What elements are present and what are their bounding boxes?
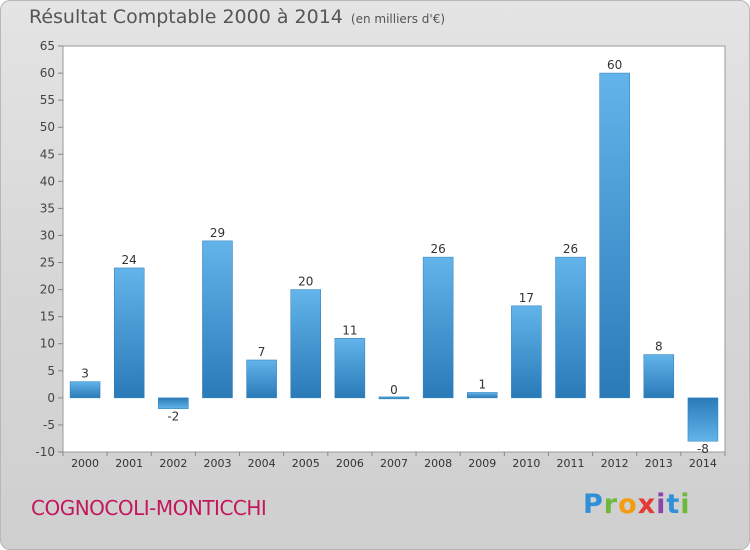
- y-tick-label: 25: [40, 256, 55, 270]
- y-tick-label: 5: [47, 364, 55, 378]
- bar-value-label: 11: [342, 323, 357, 337]
- data-labels: 3 24 -2 29 7 20 11 0 26 1 17 26 60 8 -8: [81, 58, 709, 456]
- bar: [202, 240, 233, 399]
- bar: [378, 396, 410, 400]
- bar-value-label: 26: [430, 242, 445, 256]
- x-tick-label: 2012: [601, 457, 629, 470]
- bar: [158, 397, 189, 409]
- commune-name: COGNOCOLI-MONTICCHI: [31, 496, 267, 520]
- y-tick-label: 65: [40, 39, 55, 53]
- bar: [290, 289, 321, 399]
- x-tick-label: 2009: [468, 457, 496, 470]
- x-tick-label: 2006: [336, 457, 364, 470]
- bar: [599, 72, 630, 399]
- chart-title-text: Résultat Comptable 2000 à 2014: [29, 6, 343, 28]
- bar-value-label: 1: [478, 377, 486, 391]
- bar: [334, 338, 366, 399]
- x-tick-label: 2001: [115, 457, 143, 470]
- x-axis: 2000 2001 2002 2003 2004 2005 2006 2007 2008 2009…: [62, 452, 726, 470]
- chart-title: Résultat Comptable 2000 à 2014 (en millie…: [29, 6, 445, 28]
- bar: [511, 305, 542, 399]
- bar-value-label: 26: [563, 242, 578, 256]
- x-tick-label: 2003: [203, 457, 231, 470]
- bar: [69, 381, 101, 399]
- x-tick-label: 2007: [380, 457, 408, 470]
- x-tick-label: 2002: [159, 457, 187, 470]
- bar: [555, 256, 586, 399]
- proxiti-logo: Proxiti: [583, 489, 691, 520]
- bar-value-label: 0: [390, 383, 398, 397]
- x-tick-label: 2014: [689, 457, 717, 470]
- y-tick-label: 35: [40, 201, 55, 215]
- y-tick-label: 10: [40, 337, 55, 351]
- bar-value-label: 20: [298, 275, 313, 289]
- bar-value-label: -8: [697, 442, 709, 456]
- y-tick-label: 55: [40, 93, 55, 107]
- bar: [422, 256, 454, 399]
- bar-value-label: 3: [81, 367, 89, 381]
- y-tick-label: 45: [40, 147, 55, 161]
- bar-value-label: 7: [258, 345, 266, 359]
- bars: [69, 72, 719, 442]
- bar: [246, 359, 277, 399]
- bar: [113, 267, 145, 399]
- y-tick-label: 15: [40, 310, 55, 324]
- y-axis: -10 -5 0 5 10 15 20 25 30 35 40 45 50 55 60 65: [35, 39, 63, 459]
- x-tick-label: 2005: [292, 457, 320, 470]
- chart-unit: (en milliers d'€): [350, 12, 446, 26]
- bar-value-label: 60: [607, 58, 622, 72]
- y-tick-label: -10: [35, 445, 55, 459]
- bar: [467, 392, 498, 399]
- y-tick-label: 30: [40, 228, 55, 242]
- y-tick-label: 40: [40, 174, 55, 188]
- y-tick-label: 50: [40, 120, 55, 134]
- bar: [687, 397, 719, 442]
- y-tick-label: 0: [47, 391, 55, 405]
- y-tick-label: 60: [40, 66, 55, 80]
- x-tick-label: 2013: [645, 457, 673, 470]
- x-tick-label: 2000: [71, 457, 99, 470]
- bar-value-label: 8: [655, 340, 663, 354]
- x-tick-label: 2011: [557, 457, 585, 470]
- x-tick-label: 2010: [512, 457, 540, 470]
- x-tick-label: 2004: [248, 457, 276, 470]
- bar-value-label: 24: [122, 253, 137, 267]
- bar-value-label: -2: [167, 410, 179, 424]
- bar-value-label: 17: [519, 291, 534, 305]
- bar-value-label: 29: [210, 226, 225, 240]
- y-tick-label: -5: [43, 418, 55, 432]
- y-tick-label: 20: [40, 283, 55, 297]
- x-tick-label: 2008: [424, 457, 452, 470]
- bar: [643, 354, 675, 399]
